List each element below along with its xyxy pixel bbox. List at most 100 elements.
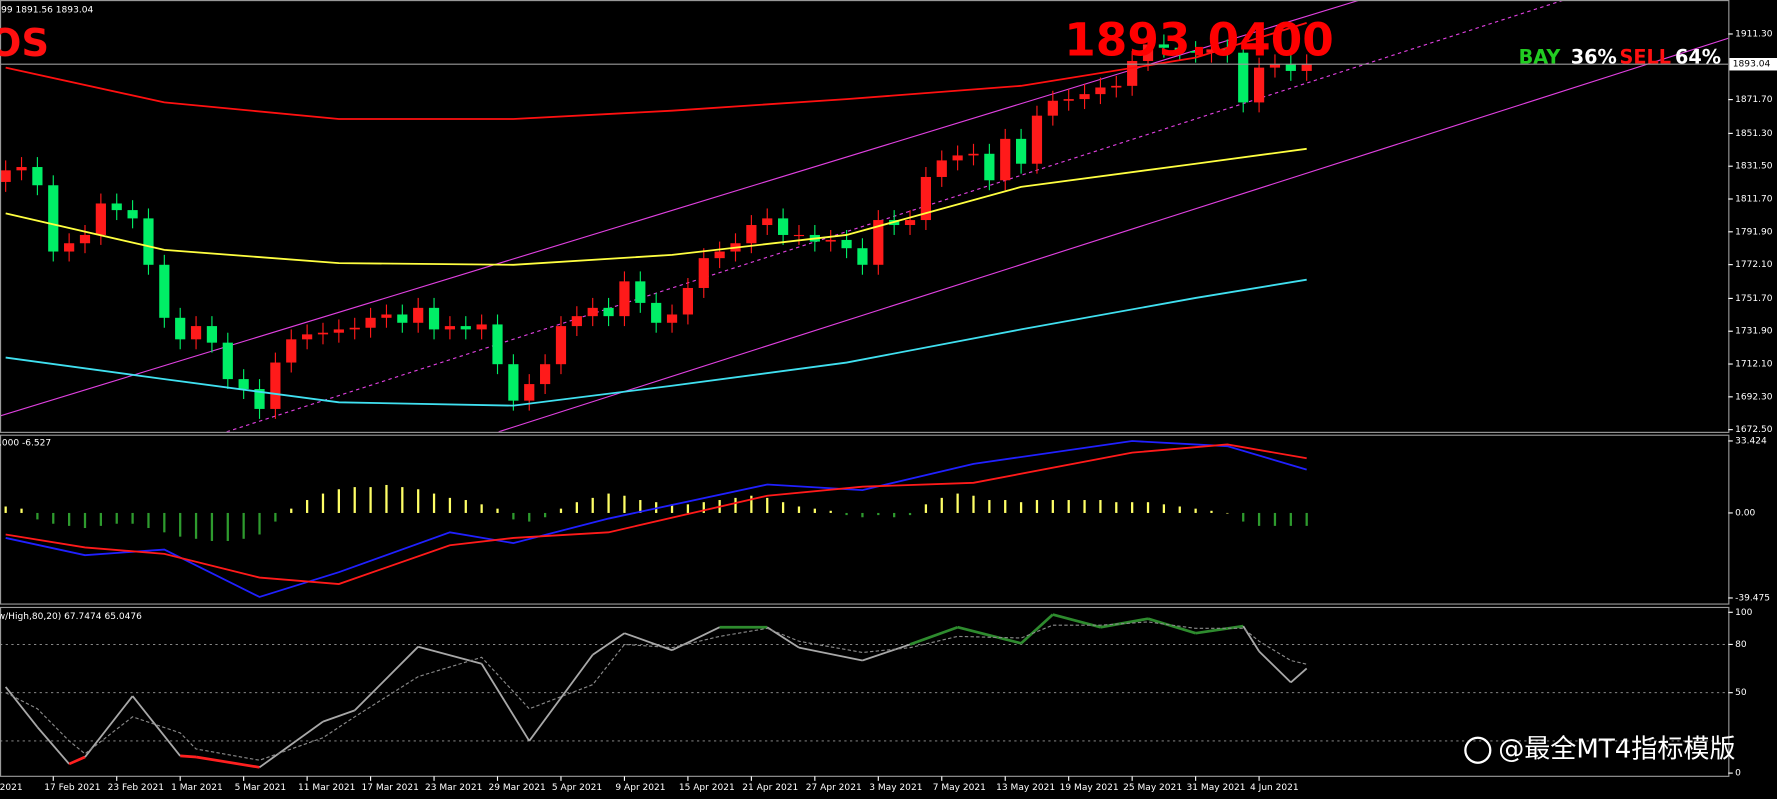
candle-body — [190, 326, 202, 340]
histogram-bar — [781, 502, 785, 513]
x-tick-label: 17 Mar 2021 — [362, 783, 419, 793]
candle-body — [302, 334, 313, 340]
candle-body — [1063, 99, 1074, 101]
candle-body — [175, 317, 186, 340]
histogram-bar — [670, 504, 674, 513]
x-tick-label: 11 Mar 2021 — [298, 783, 355, 793]
histogram-bar — [1051, 500, 1054, 513]
candle-body — [571, 316, 582, 327]
histogram-bar — [734, 497, 737, 513]
candle-body — [793, 234, 805, 237]
buy-label: BAY — [1519, 45, 1562, 68]
histogram-bar — [496, 508, 499, 513]
candle-body — [333, 329, 344, 333]
main-line-segment — [354, 646, 419, 712]
main-line-segment — [68, 755, 86, 766]
main-line-segment — [798, 646, 863, 662]
moving-average — [5, 278, 1307, 407]
histogram-bar — [623, 495, 626, 513]
histogram-bar — [1083, 500, 1086, 513]
y-tick-label: 1712.10 — [1735, 360, 1773, 370]
histogram-bar — [131, 512, 134, 524]
x-tick-label: 5 Apr 2021 — [552, 783, 602, 793]
main-line-segment — [36, 726, 70, 765]
x-tick-label: 21 Apr 2021 — [742, 783, 798, 793]
candle-body — [32, 167, 43, 186]
histogram-bar — [226, 512, 229, 541]
candle-body — [1158, 44, 1169, 48]
candle-body — [254, 389, 265, 409]
candle-body — [603, 307, 614, 317]
candle-body — [460, 326, 471, 330]
channel-lower — [498, 37, 1729, 432]
candle-body — [619, 281, 630, 317]
candle-body — [222, 342, 233, 380]
ohlc-header: 99 1891.56 1893.04 — [1, 6, 93, 16]
histogram-bar — [1289, 512, 1292, 526]
histogram-bar — [845, 512, 848, 516]
candle-body — [920, 176, 931, 221]
candle-body — [16, 167, 27, 171]
histogram-bar — [972, 495, 975, 513]
histogram-bar — [861, 512, 864, 518]
histogram-bar — [417, 489, 420, 513]
candle-body — [904, 220, 916, 226]
y-tick-label: -39.475 — [1735, 593, 1770, 603]
histogram-bar — [591, 497, 594, 513]
candle-body — [968, 153, 979, 156]
x-tick-label: 31 May 2021 — [1187, 783, 1246, 793]
candle-body — [841, 239, 852, 249]
histogram-bar — [766, 497, 769, 513]
histogram-bar — [559, 508, 563, 513]
x-tick-label: 17 Feb 2021 — [44, 783, 100, 793]
histogram-bar — [940, 497, 943, 513]
y-tick-label: 1772.10 — [1735, 260, 1773, 270]
buy-pct: 36% — [1571, 45, 1617, 68]
candle-body — [508, 364, 519, 401]
watermark: @最全MT4指标模版 — [1498, 735, 1735, 765]
histogram-bar — [829, 510, 832, 513]
candle-body — [587, 307, 598, 317]
moving-average — [5, 147, 1307, 266]
candle-body — [206, 326, 218, 343]
candle-body — [317, 332, 329, 335]
x-tick-label: 25 May 2021 — [1123, 783, 1182, 793]
sell-label: SELL — [1619, 45, 1671, 68]
histogram-bar — [67, 512, 71, 526]
candle-body — [95, 203, 106, 235]
histogram-bar — [1067, 500, 1070, 513]
candle-body — [1174, 47, 1185, 52]
histogram-bar — [179, 512, 182, 537]
y-tick-label: 80 — [1735, 640, 1747, 650]
main-line-segment — [624, 632, 673, 652]
main-line-segment — [909, 625, 959, 646]
candle-body — [857, 248, 868, 265]
candle-body — [666, 314, 678, 323]
main-line-segment — [1258, 650, 1292, 684]
histogram-bar — [36, 512, 39, 520]
candle-body — [1000, 138, 1011, 181]
main-line-segment — [671, 626, 721, 652]
y-tick-label: 1871.70 — [1735, 95, 1773, 105]
histogram-bar — [575, 502, 578, 513]
histogram-bar — [893, 512, 896, 518]
candle-body — [79, 234, 91, 244]
candle-body — [397, 314, 408, 323]
main-line-segment — [480, 663, 531, 742]
main-line-segment — [131, 695, 181, 757]
candle-body — [1047, 100, 1058, 116]
candle-body — [952, 155, 963, 161]
channel-middle — [226, 0, 1565, 432]
histogram-bar — [432, 493, 436, 513]
histogram-bar — [1194, 508, 1197, 513]
main-line-segment — [84, 695, 134, 758]
candle-body — [1111, 85, 1122, 88]
histogram-bar — [1162, 504, 1166, 513]
y-tick-label: 100 — [1735, 608, 1753, 618]
y-tick-label: 1831.50 — [1735, 162, 1773, 172]
candle-body — [1095, 87, 1106, 95]
histogram-bar — [305, 500, 309, 513]
candle-body — [762, 218, 773, 226]
macd-panel — [4, 440, 1308, 598]
